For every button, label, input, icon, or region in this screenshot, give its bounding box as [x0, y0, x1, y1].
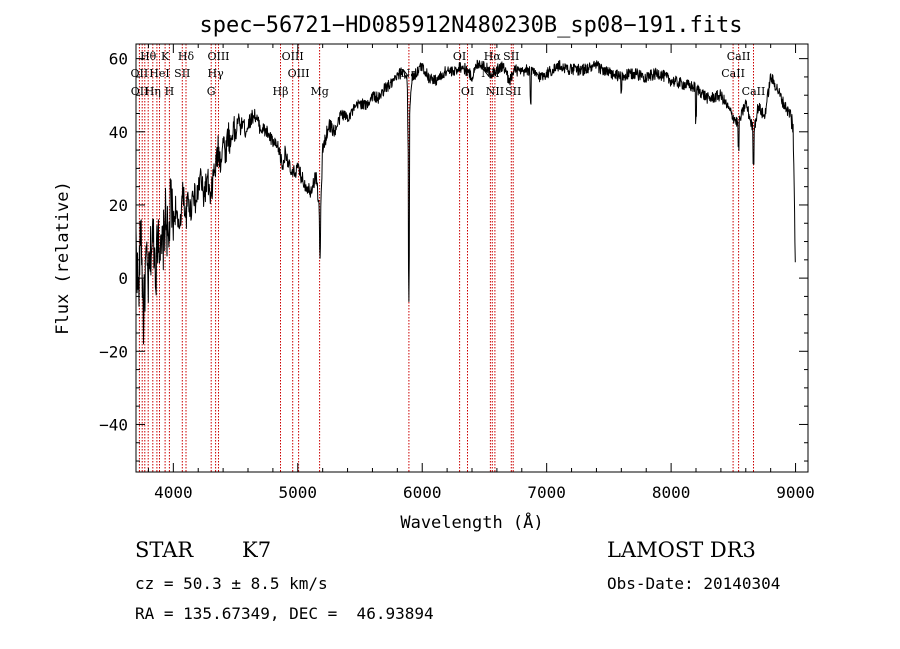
y-tick-label: 20 [109, 196, 128, 215]
plot-frame [135, 43, 809, 473]
spectrum-series [135, 59, 796, 345]
object-class: STAR [135, 538, 194, 562]
x-tick-label: 7000 [527, 483, 566, 502]
line-label: CaII [742, 85, 766, 98]
line-label: SII [174, 67, 190, 80]
x-axis-label: Wavelength (Å) [400, 511, 543, 533]
line-label: NII [481, 67, 499, 80]
x-tick-label: 6000 [403, 483, 442, 502]
y-axis-ticks: −40 −20 0 20 40 60 [99, 50, 808, 462]
line-label: Hθ [140, 50, 157, 63]
line-label: G [207, 85, 216, 98]
line-label: SII [505, 85, 521, 98]
line-label: NII [486, 85, 504, 98]
object-subclass: K7 [242, 538, 272, 562]
line-label: Hβ [273, 85, 289, 98]
y-axis-label: Flux (relative) [53, 181, 73, 335]
line-label: SII [503, 50, 519, 63]
line-label: Hα [484, 50, 502, 63]
redshift-line: cz = 50.3 ± 8.5 km/s [135, 574, 328, 593]
x-tick-label: 5000 [279, 483, 318, 502]
x-tick-label: 9000 [776, 483, 815, 502]
chart-title: spec−56721−HD085912N480230B_sp08−191.fit… [199, 13, 742, 38]
line-label: OIII [207, 50, 229, 63]
spectrum-line [135, 59, 796, 345]
line-label: HeI [149, 67, 169, 80]
emission-line-markers [138, 44, 754, 472]
survey-name: LAMOST DR3 [607, 538, 756, 562]
line-label: OI [461, 85, 474, 98]
line-label: Mg [310, 85, 328, 98]
line-label: CaII [721, 67, 745, 80]
y-tick-label: 40 [109, 123, 128, 142]
line-label: Na [401, 67, 418, 80]
y-tick-label: 0 [118, 269, 128, 288]
line-label: K [161, 50, 170, 63]
line-label: Hη [145, 85, 161, 98]
line-label: OIII [282, 50, 304, 63]
y-tick-label: 60 [109, 50, 128, 69]
line-label: OIII [288, 67, 310, 80]
line-label: OI [453, 50, 466, 63]
x-axis-ticks: 4000 5000 6000 7000 8000 9000 [147, 44, 815, 502]
line-label: Hδ [178, 50, 195, 63]
line-label: CaII [727, 50, 751, 63]
y-tick-label: −40 [99, 415, 128, 434]
observation-date: Obs-Date: 20140304 [607, 574, 781, 593]
x-tick-label: 4000 [154, 483, 193, 502]
line-label: OII [131, 67, 149, 80]
y-tick-label: −20 [99, 342, 128, 361]
line-label: OII [131, 85, 149, 98]
line-label: H [165, 85, 175, 98]
coordinates: RA = 135.67349, DEC = 46.93894 [135, 604, 434, 623]
line-label: Hγ [208, 67, 225, 80]
x-tick-label: 8000 [652, 483, 691, 502]
